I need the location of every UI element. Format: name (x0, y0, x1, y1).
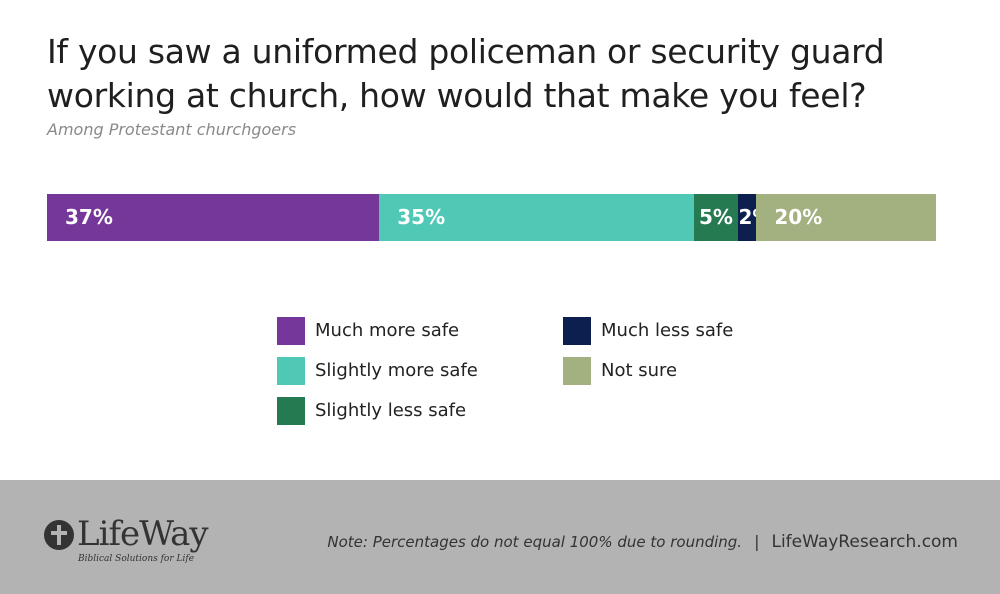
legend-swatch (277, 357, 305, 385)
legend-swatch (563, 317, 591, 345)
website-link[interactable]: LifeWayResearch.com (771, 532, 958, 552)
bar-label-not-sure: 20% (774, 205, 823, 229)
bar-segment-much-more-safe (47, 194, 380, 241)
bar-label-much-less-safe: 2% (738, 194, 772, 241)
bar-segment-much-less-safe (738, 194, 757, 241)
legend-swatch (563, 357, 591, 385)
chart-title: If you saw a uniformed policeman or secu… (47, 32, 885, 115)
logo-tagline: Biblical Solutions for Life (78, 554, 195, 564)
bar-label-much-more-safe: 37% (65, 205, 113, 229)
legend-swatch (277, 397, 305, 425)
legend-label: Slightly more safe (315, 360, 478, 381)
bar-label-slightly-less-safe: 5% (698, 205, 733, 229)
bar-segment-not-sure (756, 194, 937, 241)
legend-swatch (277, 317, 305, 345)
legend-label: Not sure (601, 360, 678, 381)
cross-logo-icon (44, 520, 74, 550)
footer: LifeWay Biblical Solutions for Life Note… (0, 480, 1000, 594)
logo-wordmark: LifeWay (77, 514, 209, 554)
legend-label: Much more safe (315, 320, 460, 341)
legend-label: Slightly less safe (315, 400, 467, 421)
lifeway-logo[interactable]: LifeWay Biblical Solutions for Life (44, 514, 224, 568)
bar-segment-slightly-less-safe (693, 194, 739, 241)
bar-label-slightly-more-safe: 35% (397, 205, 446, 229)
bar-segment-slightly-more-safe (379, 194, 695, 241)
rounding-note: Note: Percentages do not equal 100% due … (327, 533, 743, 551)
stacked-bar: 37% 35% 5%2%20% (47, 194, 937, 241)
footer-separator: | (754, 532, 760, 551)
chart-subtitle: Among Protestant churchgoers (47, 120, 297, 139)
footer-note: Note: Percentages do not equal 100% due … (327, 532, 958, 552)
legend-label: Much less safe (601, 320, 734, 341)
